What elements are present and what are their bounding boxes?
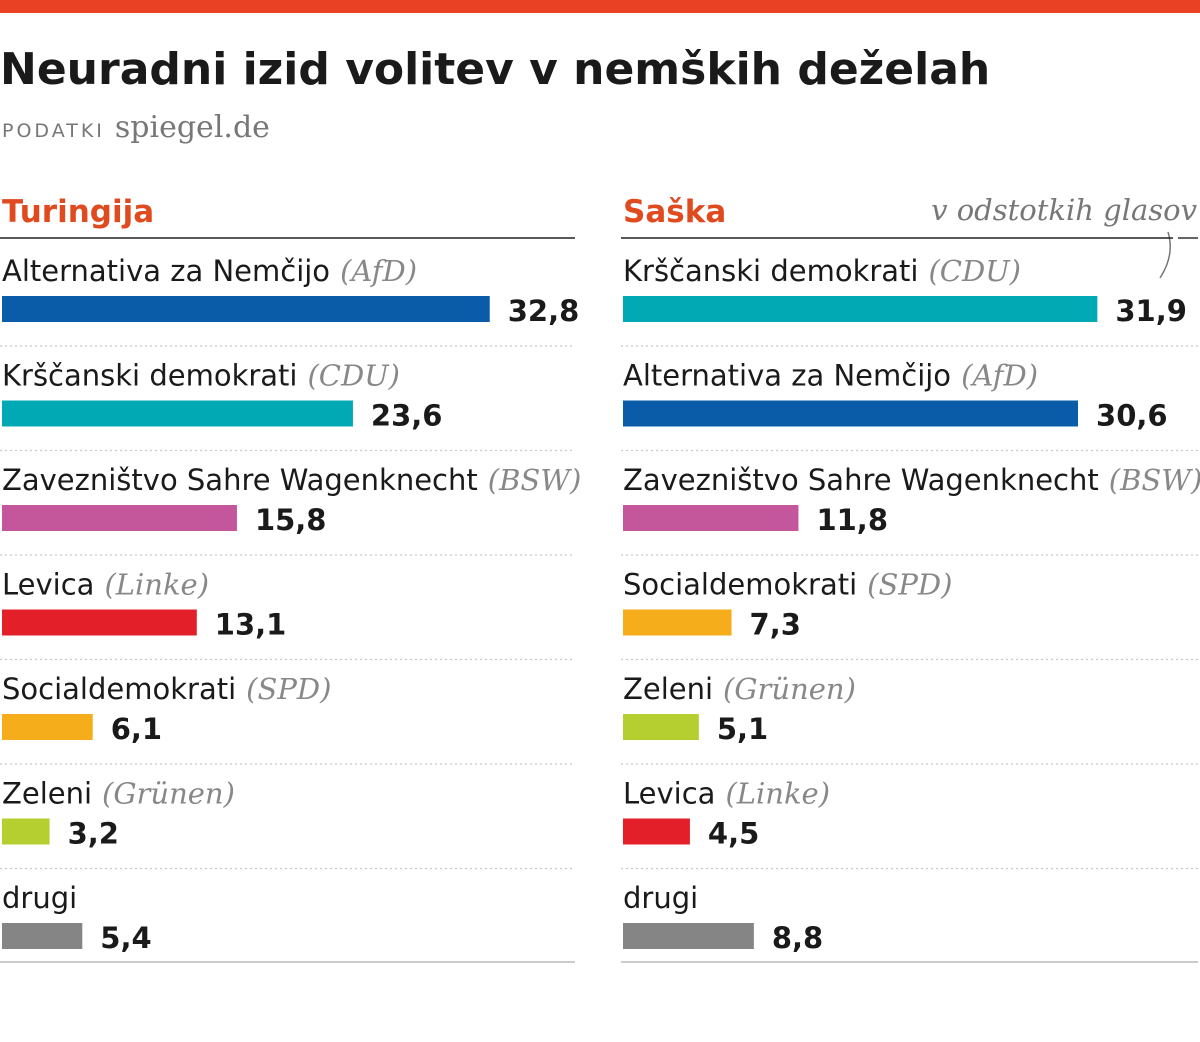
party-abbreviation: (Grünen) [723, 672, 856, 706]
party-abbreviation: (BSW) [488, 463, 582, 497]
value-label: 5,1 [717, 712, 768, 746]
value-label: 13,1 [215, 608, 287, 642]
party-abbreviation: (Linke) [725, 777, 830, 811]
bar [2, 505, 237, 531]
category-label: Zavezništvo Sahre Wagenknecht (BSW) [2, 463, 581, 497]
category-label: Socialdemokrati (SPD) [623, 568, 952, 602]
source-name: spiegel.de [115, 110, 270, 145]
party-name: Krščanski demokrati [623, 254, 918, 288]
value-label: 31,9 [1115, 294, 1187, 328]
party-abbreviation: (SPD) [867, 568, 952, 602]
bar [2, 609, 197, 636]
category-label: Zavezništvo Sahre Wagenknecht (BSW) [623, 463, 1200, 497]
category-label: Levica (Linke) [623, 777, 830, 811]
top-band [0, 0, 1200, 13]
party-name: Levica [2, 568, 94, 602]
party-name: Socialdemokrati [2, 672, 236, 706]
note-leader [1159, 231, 1171, 279]
party-abbreviation: (AfD) [961, 359, 1038, 393]
category-label: Alternativa za Nemčijo (AfD) [623, 359, 1038, 393]
unit-note: v odstotkih glasov [931, 193, 1197, 227]
value-label: 32,8 [508, 294, 580, 328]
bar [623, 296, 1098, 322]
bar [2, 714, 93, 740]
bar [623, 609, 732, 636]
value-label: 11,8 [816, 503, 888, 537]
panel-title: Saška [623, 194, 726, 230]
party-name: Levica [623, 777, 715, 811]
bar [2, 923, 83, 949]
source: PODATKI spiegel.de [2, 110, 270, 145]
party-name: Zavezništvo Sahre Wagenknecht [623, 463, 1099, 497]
category-label: Alternativa za Nemčijo (AfD) [2, 254, 417, 288]
category-label: Krščanski demokrati (CDU) [2, 359, 400, 393]
value-label: 5,4 [100, 921, 151, 955]
party-name: Zavezništvo Sahre Wagenknecht [2, 463, 478, 497]
party-name: Alternativa za Nemčijo [2, 254, 330, 288]
party-abbreviation: (AfD) [340, 254, 417, 288]
bar [2, 296, 490, 322]
category-label: Zeleni (Grünen) [623, 672, 856, 706]
party-name: Zeleni [623, 672, 713, 706]
party-name: Zeleni [2, 777, 92, 811]
value-label: 6,1 [111, 712, 162, 746]
source-label: PODATKI [2, 120, 105, 142]
value-label: 8,8 [772, 921, 823, 955]
panel-title: Turingija [2, 194, 154, 230]
party-name: drugi [2, 881, 77, 915]
party-abbreviation: (CDU) [307, 359, 400, 393]
value-label: 7,3 [750, 608, 801, 642]
party-name: Socialdemokrati [623, 568, 857, 602]
bar [2, 400, 353, 427]
party-name: Alternativa za Nemčijo [623, 359, 951, 393]
bar [623, 400, 1079, 427]
value-label: 15,8 [255, 503, 327, 537]
party-abbreviation: (Grünen) [102, 777, 235, 811]
chart-title: Neuradni izid volitev v nemških deželah [0, 44, 990, 95]
value-label: 30,6 [1096, 399, 1168, 433]
party-name: Krščanski demokrati [2, 359, 297, 393]
value-label: 3,2 [68, 817, 119, 851]
category-label: Zeleni (Grünen) [2, 777, 235, 811]
bar [623, 714, 699, 740]
party-abbreviation: (SPD) [246, 672, 331, 706]
category-label: drugi [2, 881, 77, 915]
bar [623, 818, 690, 845]
value-label: 4,5 [708, 817, 759, 851]
party-abbreviation: (CDU) [928, 254, 1021, 288]
value-label: 23,6 [371, 399, 443, 433]
category-label: Socialdemokrati (SPD) [2, 672, 331, 706]
party-abbreviation: (Linke) [104, 568, 209, 602]
bar [2, 818, 50, 845]
bar [623, 923, 754, 949]
category-label: Levica (Linke) [2, 568, 209, 602]
bar [623, 505, 799, 531]
category-label: drugi [623, 881, 698, 915]
party-name: drugi [623, 881, 698, 915]
party-abbreviation: (BSW) [1109, 463, 1200, 497]
category-label: Krščanski demokrati (CDU) [623, 254, 1021, 288]
